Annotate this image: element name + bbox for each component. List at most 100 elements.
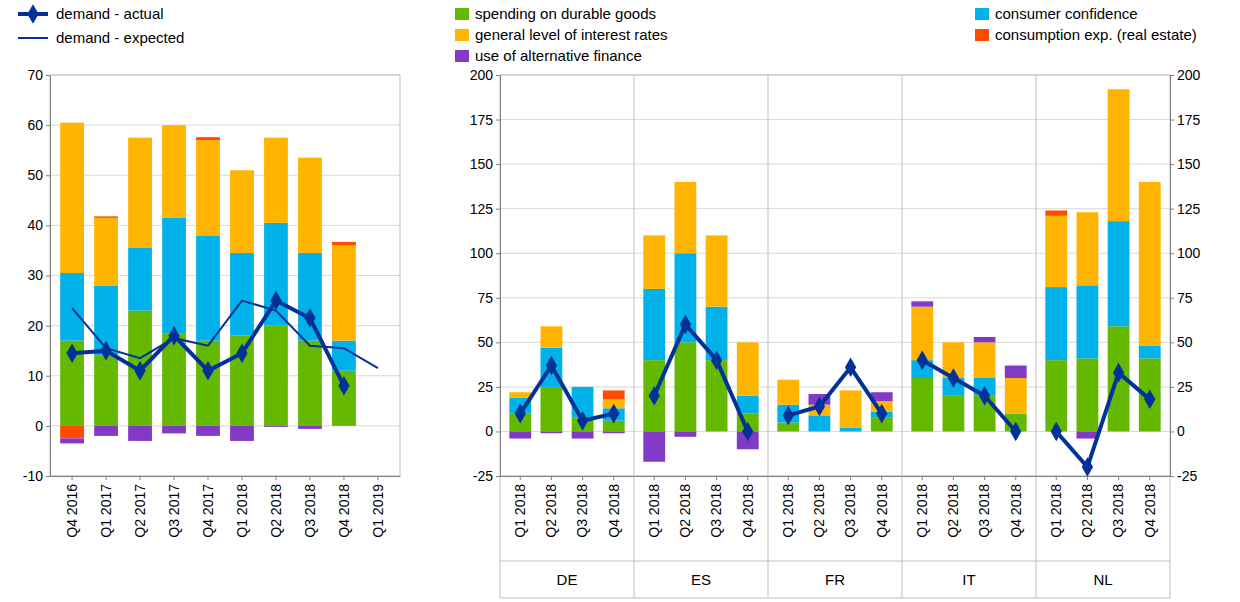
tick-label: Q1 2018	[780, 484, 796, 538]
legend-symbol	[455, 8, 469, 20]
bar	[230, 170, 254, 253]
grid-line	[500, 208, 1170, 209]
tick-mark	[716, 476, 717, 480]
legend-item: spending on durable goods	[455, 5, 656, 22]
tick-mark	[1149, 476, 1150, 480]
grid	[500, 75, 1170, 476]
marker	[876, 404, 887, 424]
tick-mark	[377, 476, 378, 480]
grid-line	[500, 119, 1170, 120]
tick-mark	[275, 476, 276, 480]
bar	[332, 425, 356, 426]
bar	[1108, 431, 1130, 432]
bar	[94, 216, 118, 218]
tick-label: Q1 2018	[512, 484, 528, 538]
tick-label: Q4 2017	[200, 484, 216, 538]
tick-mark	[613, 476, 614, 480]
tick: Q4 2018	[874, 476, 890, 538]
tick-mark	[496, 164, 500, 165]
bar	[603, 390, 625, 399]
tick-mark	[46, 426, 50, 427]
group-label: DE	[557, 571, 578, 588]
tick-mark	[46, 476, 50, 477]
tick-label: Q3 2018	[302, 484, 318, 538]
bar	[196, 137, 220, 140]
bar	[264, 138, 288, 223]
bar	[230, 336, 254, 426]
marker	[168, 326, 179, 346]
tick: Q3 2018	[1110, 476, 1126, 538]
bar	[777, 380, 799, 405]
tick: Q4 2016	[64, 476, 80, 538]
grid-line	[50, 175, 400, 176]
tick-mark	[1015, 476, 1016, 480]
bar	[840, 428, 862, 432]
tick: 30	[27, 267, 50, 283]
legend-label: use of alternative finance	[475, 47, 642, 64]
group-separators	[500, 75, 1170, 598]
tick-mark	[46, 376, 50, 377]
tick-mark	[1170, 387, 1174, 388]
bar	[840, 431, 862, 432]
bar-series	[603, 210, 1067, 399]
tick-label: Q2 2018	[677, 484, 693, 538]
legend-label: spending on durable goods	[475, 5, 656, 22]
x-axis: Q1 2018Q2 2018Q3 2018Q4 2018	[1037, 476, 1171, 538]
tick-label: 125	[1177, 201, 1201, 217]
tick-mark	[496, 476, 500, 477]
y-axis-right: -250255075100125150175200	[1170, 67, 1201, 484]
tick-mark	[496, 342, 500, 343]
bar	[298, 426, 322, 429]
bar	[706, 235, 728, 306]
tick: 25	[477, 379, 500, 395]
marker	[979, 386, 990, 406]
bar	[643, 235, 665, 288]
bar	[706, 431, 728, 432]
tick-mark	[582, 476, 583, 480]
tick-label: 150	[1177, 156, 1201, 172]
line	[1056, 373, 1149, 467]
tick-label: Q2 2018	[945, 484, 961, 538]
bar	[943, 431, 965, 432]
bar	[162, 426, 186, 434]
tick: 175	[470, 112, 500, 128]
bar	[809, 415, 831, 431]
tick: 50	[27, 167, 50, 183]
bar	[541, 387, 563, 432]
tick-mark	[46, 326, 50, 327]
tick-mark	[1170, 75, 1174, 76]
canvas: -10010203040506070Q4 2016Q1 2017Q2 2017Q…	[0, 0, 1240, 602]
tick: Q2 2018	[268, 476, 284, 538]
tick: 25	[1170, 379, 1193, 395]
tick: 50	[477, 334, 500, 350]
bar	[332, 242, 356, 246]
bar	[1077, 285, 1099, 358]
tick-label: Q2 2018	[268, 484, 284, 538]
marker	[304, 308, 315, 328]
tick-mark	[1170, 342, 1174, 343]
legend-label: demand - actual	[56, 5, 164, 22]
x-axis-line	[51, 476, 401, 477]
tick-label: Q1 2018	[914, 484, 930, 538]
tick-label: 100	[470, 245, 494, 261]
tick-mark	[1170, 431, 1174, 432]
bar-series	[509, 301, 1098, 461]
marker	[608, 404, 619, 424]
bar	[162, 218, 186, 333]
tick-label: Q3 2018	[708, 484, 724, 538]
tick-mark	[654, 476, 655, 480]
x-axis: Q1 2018Q2 2018Q3 2018Q4 2018	[903, 476, 1037, 538]
tick-label: Q2 2017	[132, 484, 148, 538]
bar	[60, 438, 84, 443]
tick-label: 10	[27, 368, 43, 384]
bar	[230, 426, 254, 441]
bar	[298, 341, 322, 426]
tick-label: 100	[1177, 245, 1201, 261]
tick-mark	[496, 209, 500, 210]
tick: Q4 2018	[740, 476, 756, 538]
tick: 125	[1170, 201, 1201, 217]
legend-symbol	[18, 37, 48, 39]
grid-line	[500, 164, 1170, 165]
tick: 150	[470, 156, 500, 172]
tick: Q3 2018	[842, 476, 858, 538]
